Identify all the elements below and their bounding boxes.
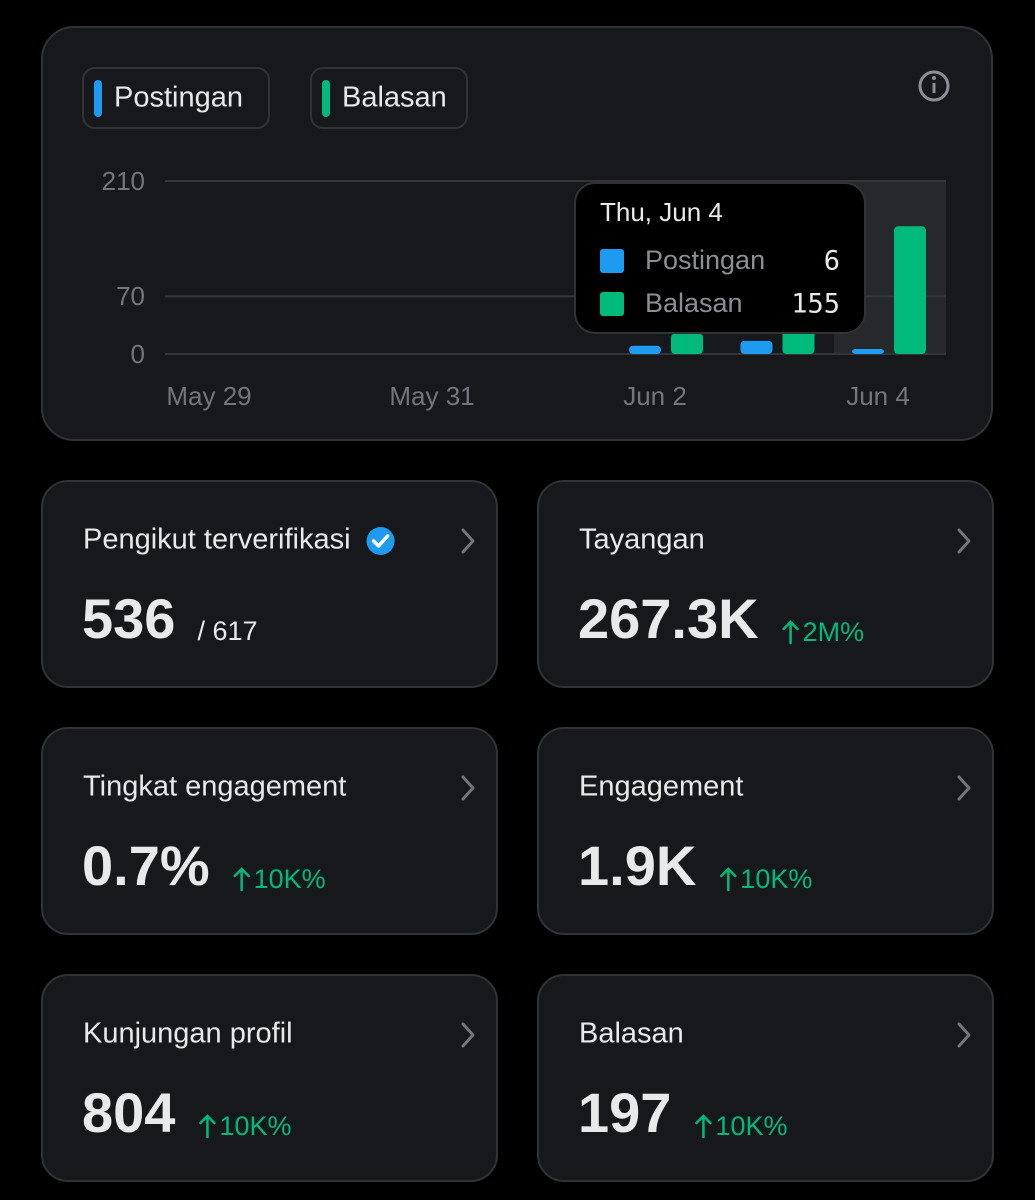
card-title: Engagement	[579, 771, 743, 803]
stat-card[interactable]: Tingkat engagement 0.7% 10K%	[41, 727, 498, 935]
tooltip-series-name: Postingan	[645, 245, 765, 275]
card-box	[537, 974, 994, 1182]
stat-card[interactable]: Engagement 1.9K 10K%	[537, 727, 994, 935]
card-box	[537, 480, 994, 688]
card-value: 1.9K	[578, 834, 696, 897]
card-change: 10K%	[219, 1111, 291, 1141]
legend-item[interactable]: Balasan	[310, 67, 468, 129]
card-title: Balasan	[579, 1018, 684, 1050]
up-arrow	[720, 867, 737, 892]
up-arrow	[695, 1114, 712, 1139]
y-tick-label: 70	[116, 281, 145, 311]
card-change: 2M%	[803, 617, 865, 647]
up-arrow	[233, 867, 250, 892]
stat-card[interactable]: Pengikut terverifikasi 536 / 617	[41, 480, 498, 688]
tooltip-value: 155	[791, 289, 840, 320]
bar	[740, 340, 773, 354]
tooltip-box	[574, 182, 866, 334]
y-tick-label: 0	[131, 339, 145, 369]
card-value: 267.3K	[578, 587, 759, 650]
card-change: 10K%	[715, 1111, 787, 1141]
tooltip-series-name: Balasan	[645, 288, 743, 318]
bar	[671, 333, 703, 354]
x-tick-label: May 29	[166, 381, 251, 411]
card-total: / 617	[197, 616, 257, 646]
chevron	[461, 775, 475, 801]
x-tick-label: May 31	[389, 381, 474, 411]
card-box	[41, 727, 498, 935]
stat-card[interactable]: Kunjungan profil 804 10K%	[41, 974, 498, 1182]
chevron	[957, 528, 971, 554]
card-value: 536	[82, 587, 175, 650]
legend-pill	[82, 67, 270, 129]
tooltip-swatch	[600, 292, 624, 316]
stat-card[interactable]: Tayangan 267.3K 2M%	[537, 480, 994, 688]
chevron	[461, 528, 475, 554]
bar	[852, 349, 884, 354]
bar	[894, 226, 926, 354]
up-arrow	[199, 1114, 216, 1139]
up-arrow	[782, 620, 799, 645]
bar	[629, 345, 661, 354]
tooltip-title: Thu, Jun 4	[600, 197, 723, 227]
chevron	[461, 1022, 475, 1048]
card-change: 10K%	[254, 864, 326, 894]
bar	[782, 330, 815, 354]
chevron	[957, 1022, 971, 1048]
card-value: 804	[82, 1081, 175, 1144]
verified-check	[371, 534, 390, 548]
legend-label: Postingan	[114, 82, 243, 114]
card-title: Kunjungan profil	[83, 1018, 293, 1050]
tooltip: Thu, Jun 4 Postingan 6 Balasan 155	[574, 182, 866, 334]
legend-swatch	[94, 80, 102, 117]
card-value: 0.7%	[82, 834, 210, 897]
card-box	[537, 727, 994, 935]
card-title: Tingkat engagement	[83, 771, 346, 803]
tooltip-value: 6	[824, 246, 840, 277]
card-box	[41, 974, 498, 1182]
chevron	[957, 775, 971, 801]
tooltip-swatch	[600, 249, 624, 273]
verified-badge	[366, 527, 395, 555]
x-tick-label: Jun 4	[846, 381, 910, 411]
y-tick-label: 210	[102, 166, 145, 196]
x-tick-label: Jun 2	[623, 381, 687, 411]
card-title: Pengikut terverifikasi	[83, 524, 351, 556]
card-title: Tayangan	[579, 524, 705, 556]
card-box	[41, 480, 498, 688]
chart-card	[41, 26, 993, 441]
legend-swatch	[322, 80, 330, 117]
legend-item[interactable]: Postingan	[82, 67, 270, 129]
legend-label: Balasan	[342, 82, 447, 114]
stat-card[interactable]: Balasan 197 10K%	[537, 974, 994, 1182]
card-value: 197	[578, 1081, 671, 1144]
legend-pill	[310, 67, 468, 129]
info-icon[interactable]	[918, 70, 950, 102]
card-change: 10K%	[740, 864, 812, 894]
